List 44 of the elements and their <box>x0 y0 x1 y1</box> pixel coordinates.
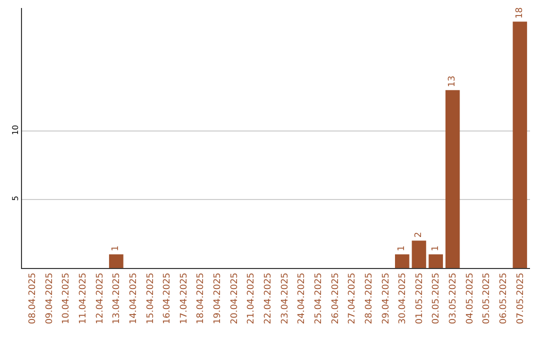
bar <box>109 254 124 268</box>
x-tick-label: 17.04.2025 <box>179 272 190 324</box>
x-tick-label: 08.04.2025 <box>28 272 38 324</box>
x-tick-label: 24.04.2025 <box>297 272 308 324</box>
x-tick-label: 25.04.2025 <box>314 272 324 324</box>
y-tick-label: 10 <box>10 124 20 136</box>
x-tick-label: 28.04.2025 <box>364 272 374 324</box>
x-tick-label: 15.04.2025 <box>146 272 156 324</box>
bar <box>445 90 460 268</box>
x-tick-label: 23.04.2025 <box>280 272 290 324</box>
data-label: 13 <box>448 76 458 88</box>
x-tick-label: 22.04.2025 <box>264 272 274 324</box>
x-tick-label: 07.05.2025 <box>516 272 526 324</box>
x-tick-label: 29.04.2025 <box>381 272 392 324</box>
bar <box>512 22 528 268</box>
x-tick-label: 14.04.2025 <box>128 272 139 324</box>
x-tick-label: 20.04.2025 <box>230 272 240 324</box>
data-label: 1 <box>111 246 122 252</box>
x-tick-label: 04.05.2025 <box>465 272 476 324</box>
x-tick-label: 01.05.2025 <box>414 272 425 324</box>
y-tick-label: 5 <box>10 196 20 201</box>
x-tick-label: 05.05.2025 <box>482 272 492 324</box>
x-tick-label: 06.05.2025 <box>499 272 510 324</box>
data-label: 2 <box>414 232 424 238</box>
x-tick-label: 21.04.2025 <box>246 272 257 324</box>
x-tick-label: 18.04.2025 <box>196 272 206 324</box>
x-tick-label: 13.04.2025 <box>112 272 122 324</box>
data-label: 1 <box>397 246 408 252</box>
x-tick-label: 02.05.2025 <box>432 272 442 324</box>
data-label: 18 <box>514 6 525 19</box>
x-tick-label: 27.04.2025 <box>348 272 358 324</box>
x-tick-label: 10.04.2025 <box>62 272 72 324</box>
data-label: 1 <box>430 246 441 252</box>
x-tick-label: 19.04.2025 <box>213 272 224 324</box>
x-tick-label: 16.04.2025 <box>162 272 173 324</box>
x-tick-label: 30.04.2025 <box>398 272 408 324</box>
x-tick-label: 03.05.2025 <box>448 272 459 324</box>
bar <box>412 240 426 268</box>
bar <box>428 254 443 268</box>
x-tick-label: 09.04.2025 <box>44 272 55 324</box>
x-tick-label: 12.04.2025 <box>95 272 106 324</box>
x-tick-label: 11.04.2025 <box>78 272 88 324</box>
x-tick-label: 26.04.2025 <box>330 272 341 324</box>
bar <box>395 254 410 268</box>
